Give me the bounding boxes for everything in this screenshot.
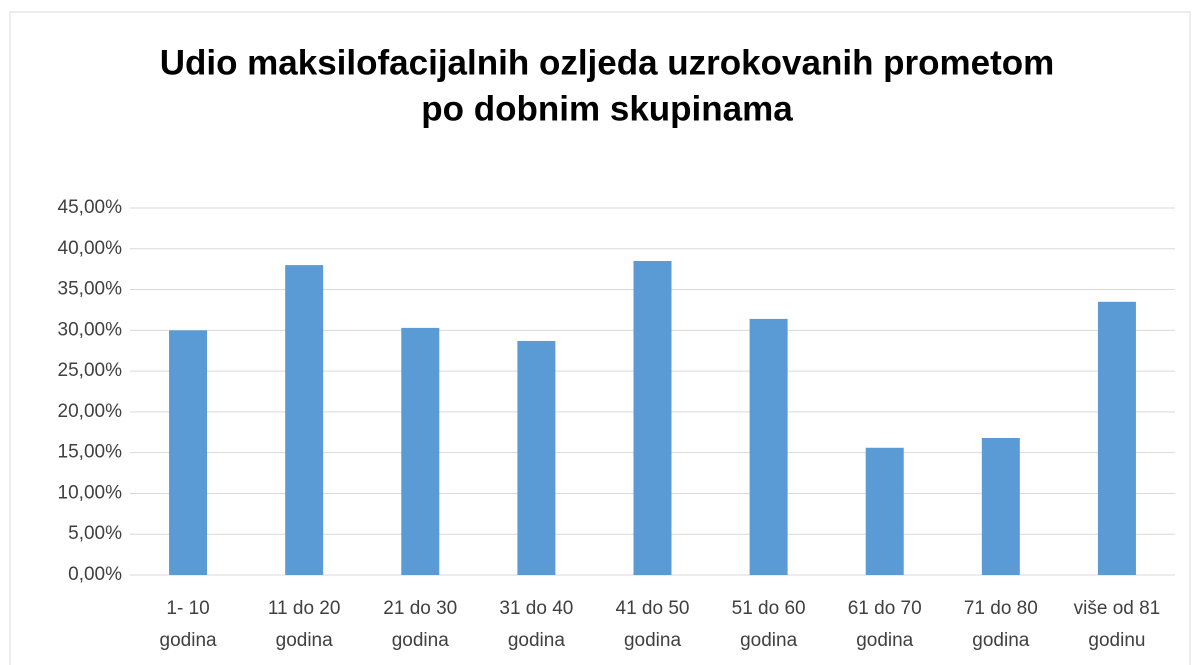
bar bbox=[169, 330, 208, 575]
bar bbox=[633, 261, 672, 575]
x-tick-line: godinu bbox=[1088, 630, 1145, 651]
y-tick-label: 40,00% bbox=[58, 238, 123, 259]
x-tick-line: 41 do 50 bbox=[616, 598, 690, 619]
y-tick-label: 10,00% bbox=[58, 482, 123, 503]
y-tick-label: 20,00% bbox=[58, 401, 123, 422]
bar bbox=[1097, 301, 1136, 575]
x-tick-line: 51 do 60 bbox=[732, 598, 806, 619]
x-tick-label: 71 do 80 godina bbox=[964, 598, 1038, 651]
x-tick-line: 21 do 30 bbox=[383, 598, 457, 619]
x-tick-line: 11 do 20 bbox=[268, 598, 341, 619]
x-tick-label: 41 do 50 godina bbox=[616, 598, 690, 651]
x-tick-line: godina bbox=[392, 630, 449, 651]
x-tick-line: 1- 10 bbox=[166, 598, 209, 619]
x-tick-line: više od 81 bbox=[1074, 598, 1161, 619]
y-tick-label: 15,00% bbox=[58, 442, 123, 463]
x-tick-line: godina bbox=[856, 630, 913, 651]
y-tick-label: 5,00% bbox=[68, 523, 122, 544]
x-tick-line: godina bbox=[740, 630, 797, 651]
x-tick-line: godina bbox=[508, 630, 565, 651]
x-tick-line: godina bbox=[276, 630, 333, 651]
x-tick-line: 31 do 40 bbox=[499, 598, 573, 619]
x-tick-line: godina bbox=[624, 630, 681, 651]
x-tick-label: 1- 10 godina bbox=[160, 598, 217, 651]
y-tick-label: 25,00% bbox=[58, 360, 123, 381]
x-tick-line: 71 do 80 bbox=[964, 598, 1038, 619]
x-tick-label: 51 do 60 godina bbox=[732, 598, 806, 651]
bar bbox=[401, 327, 440, 575]
bar bbox=[517, 340, 556, 575]
x-tick-label: više od 81 godinu bbox=[1074, 598, 1161, 651]
y-tick-label: 45,00% bbox=[58, 197, 123, 218]
chart-title: po dobnim skupinama bbox=[421, 89, 793, 128]
x-tick-line: 61 do 70 bbox=[848, 598, 922, 619]
bar bbox=[285, 265, 324, 575]
x-tick-label: 31 do 40 godina bbox=[499, 598, 573, 651]
y-tick-label: 0,00% bbox=[68, 564, 122, 585]
y-tick-label: 30,00% bbox=[58, 319, 123, 340]
bar bbox=[981, 437, 1020, 575]
chart-title: Udio maksilofacijalnih ozljeda uzrokovan… bbox=[160, 43, 1055, 82]
bar bbox=[749, 318, 788, 575]
x-tick-label: 11 do 20 godina bbox=[268, 598, 341, 651]
x-tick-label: 61 do 70 godina bbox=[848, 598, 922, 651]
x-tick-line: godina bbox=[972, 630, 1029, 651]
x-tick-label: 21 do 30 godina bbox=[383, 598, 457, 651]
y-tick-label: 35,00% bbox=[58, 279, 123, 300]
x-tick-line: godina bbox=[160, 630, 217, 651]
bar bbox=[865, 447, 904, 575]
